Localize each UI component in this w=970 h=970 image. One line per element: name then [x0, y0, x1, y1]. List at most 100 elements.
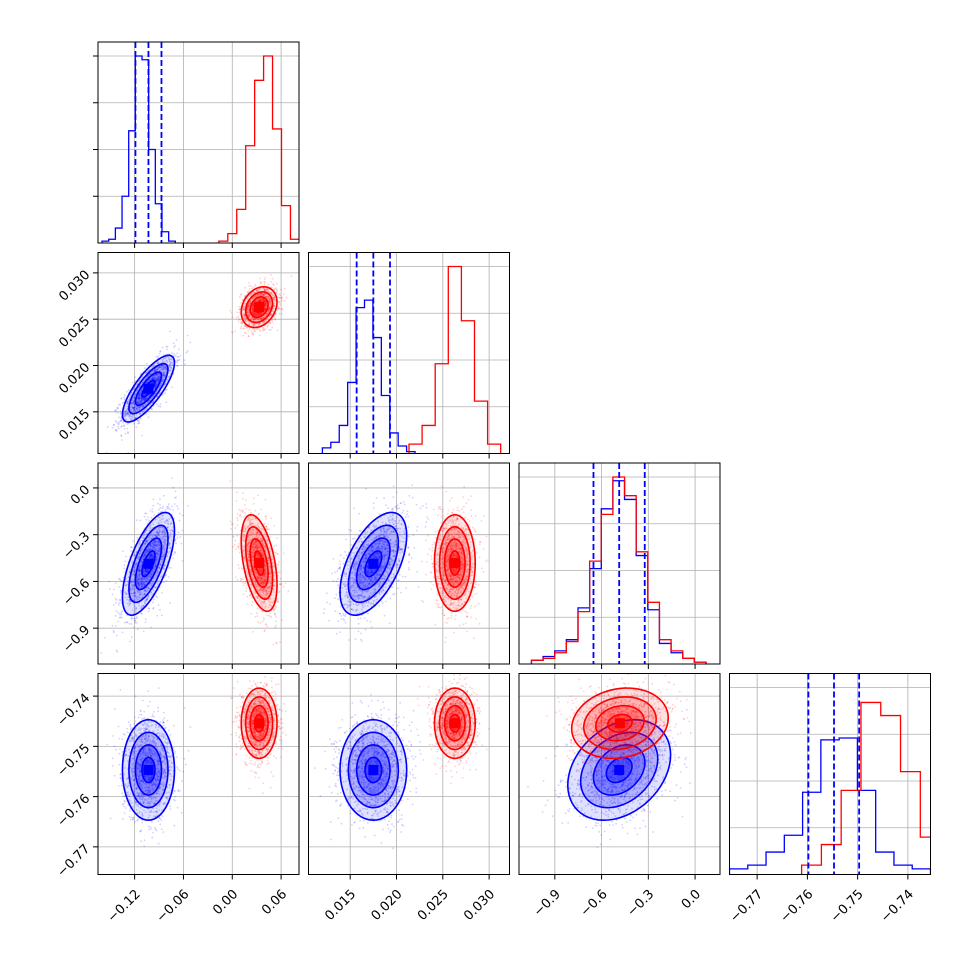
scatter-point	[254, 313, 257, 316]
scatter-point	[243, 317, 246, 320]
scatter-point	[156, 377, 158, 380]
scatter-point	[276, 309, 278, 311]
scatter-point	[237, 320, 240, 323]
scatter-point	[149, 526, 152, 529]
scatter-point	[124, 432, 127, 435]
scatter-point	[268, 296, 270, 299]
scatter-point	[252, 312, 255, 315]
scatter-point	[141, 397, 144, 400]
scatter-point	[238, 308, 241, 311]
scatter-point	[265, 296, 268, 298]
scatter-point	[136, 402, 138, 404]
scatter-point	[259, 313, 262, 316]
scatter-point	[160, 537, 163, 540]
scatter-point	[147, 379, 150, 382]
scatter-point	[152, 381, 154, 384]
scatter-point	[246, 311, 249, 314]
scatter-point	[264, 302, 267, 305]
scatter-point	[251, 287, 253, 290]
scatter-point	[155, 369, 158, 372]
scatter-point	[144, 397, 147, 400]
scatter-point	[156, 376, 159, 379]
scatter-point	[145, 569, 148, 571]
scatter-point	[164, 392, 167, 395]
scatter-point	[156, 357, 159, 360]
density-peak	[254, 302, 265, 313]
scatter-point	[116, 407, 119, 409]
scatter-point	[123, 564, 126, 567]
scatter-point	[246, 311, 249, 314]
scatter-point	[248, 282, 250, 284]
scatter-point	[254, 296, 256, 298]
scatter-point	[267, 317, 269, 319]
scatter-point	[140, 398, 143, 401]
scatter-point	[186, 334, 189, 337]
scatter-point	[269, 302, 272, 305]
scatter-point	[160, 366, 163, 369]
scatter-point	[272, 643, 275, 646]
scatter-point	[279, 577, 282, 580]
scatter-point	[260, 313, 263, 315]
scatter-point	[136, 401, 139, 404]
scatter-point	[253, 313, 256, 316]
scatter-point	[144, 403, 147, 406]
scatter-point	[272, 321, 274, 324]
scatter-point	[153, 598, 155, 601]
scatter-point	[262, 299, 265, 302]
scatter-point	[260, 317, 263, 320]
scatter-point	[161, 592, 163, 594]
scatter-point	[263, 300, 266, 303]
scatter-point	[122, 421, 124, 424]
scatter-point	[137, 419, 139, 422]
scatter-point	[258, 299, 260, 302]
scatter-point	[162, 494, 165, 497]
scatter-point	[146, 408, 148, 410]
scatter-point	[156, 403, 158, 406]
scatter-point	[106, 425, 109, 428]
scatter-point	[264, 307, 266, 310]
scatter-point	[240, 294, 242, 296]
scatter-point	[256, 289, 258, 292]
scatter-point	[144, 397, 147, 399]
scatter-point	[252, 312, 254, 315]
scatter-point	[146, 376, 148, 378]
scatter-point	[171, 505, 173, 508]
scatter-point	[132, 626, 135, 629]
scatter-point	[264, 304, 267, 307]
scatter-point	[257, 324, 260, 326]
scatter-point	[275, 291, 278, 294]
scatter-point	[126, 390, 128, 393]
scatter-point	[176, 355, 179, 358]
scatter-point	[229, 309, 232, 312]
scatter-point	[104, 637, 106, 639]
scatter-point	[168, 567, 170, 569]
scatter-point	[246, 305, 249, 308]
scatter-point	[136, 536, 139, 539]
scatter-point	[244, 582, 247, 585]
scatter-point	[141, 397, 144, 400]
scatter-point	[121, 631, 124, 634]
scatter-point	[133, 397, 136, 400]
scatter-point	[262, 298, 264, 301]
scatter-point	[260, 281, 262, 283]
scatter-point	[169, 369, 172, 372]
scatter-point	[130, 636, 133, 639]
scatter-point	[171, 509, 174, 511]
scatter-point	[134, 619, 137, 622]
scatter-point	[95, 435, 97, 437]
scatter-point	[171, 477, 174, 479]
scatter-point	[158, 378, 160, 381]
scatter-point	[269, 301, 272, 303]
scatter-point	[252, 312, 255, 314]
scatter-point	[183, 359, 186, 362]
scatter-point	[146, 375, 149, 378]
scatter-point	[259, 299, 262, 302]
scatter-point	[248, 314, 251, 317]
scatter-point	[144, 408, 146, 411]
scatter-point	[273, 298, 275, 301]
scatter-point	[248, 304, 251, 307]
scatter-point	[254, 318, 257, 320]
scatter-point	[156, 360, 159, 363]
scatter-point	[242, 516, 245, 519]
scatter-point	[252, 334, 255, 336]
